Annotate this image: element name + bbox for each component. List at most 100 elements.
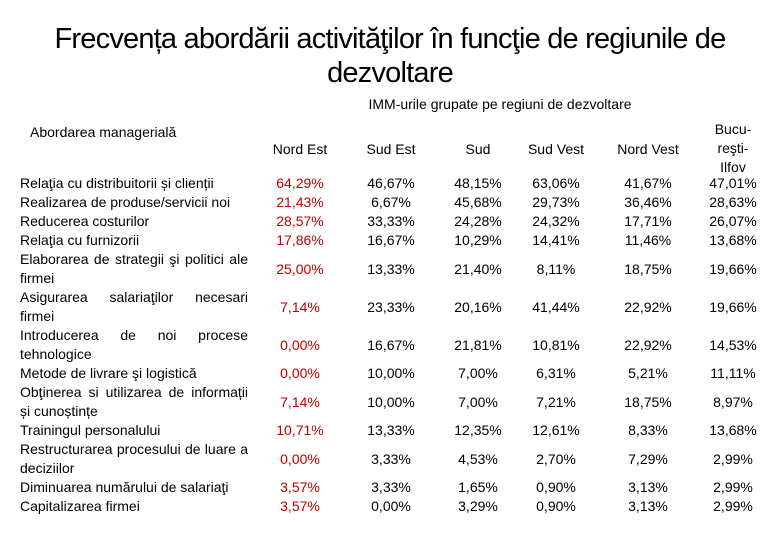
table-cell: 22,92%: [624, 298, 672, 315]
table-cell: 18,75%: [624, 393, 672, 410]
table-cell: 7,29%: [628, 450, 668, 467]
table-cell: 33,33%: [367, 213, 415, 229]
table-cell: 20,16%: [454, 298, 502, 315]
table-cell: 4,53%: [458, 450, 498, 467]
table-cell: 24,32%: [532, 213, 580, 229]
table-cell: 26,07%: [709, 213, 757, 229]
row-label: Introducerea de noi procese tehnologice: [20, 327, 248, 362]
table-cell: 3,13%: [628, 479, 668, 495]
table-cell: 41,67%: [624, 175, 672, 191]
table-cell: 14,53%: [709, 336, 757, 353]
column-header: Sud: [448, 114, 508, 180]
table-cell: 23,33%: [367, 298, 415, 315]
column-header-line: Sud: [465, 141, 491, 157]
table-cell: 6,31%: [536, 365, 576, 381]
table-cell: 0,90%: [536, 498, 576, 514]
table-cell: 13,68%: [709, 232, 757, 248]
data-column: 46,67% 6,67% 33,33% 16,67% 13,33% 23,33% 16,67…: [356, 174, 426, 516]
title-line-2: dezvoltare: [327, 57, 454, 89]
table-cell: 7,21%: [536, 393, 576, 410]
table-cell: 12,35%: [454, 422, 502, 438]
row-label: Realizarea de produse/servicii noi: [20, 194, 231, 210]
table-cell: 25,00%: [276, 260, 324, 277]
table-cell: 14,41%: [532, 232, 580, 248]
table-cell: 3,57%: [280, 498, 320, 514]
table-cell: 2,99%: [713, 479, 753, 495]
table-cell: 29,73%: [532, 194, 580, 210]
table-cell: 10,29%: [454, 232, 502, 248]
table-cell: 13,68%: [709, 422, 757, 438]
table-cell: 41,44%: [532, 298, 580, 315]
column-header: Sud Est: [356, 114, 426, 180]
table-cell: 2,70%: [536, 450, 576, 467]
row-label: Relaţia cu distribuitorii și clienții: [20, 175, 214, 191]
table-cell: 36,46%: [624, 194, 672, 210]
table-cell: 21,43%: [276, 194, 324, 210]
table-cell: 46,67%: [367, 175, 415, 191]
column-header-line: Sud Est: [366, 141, 416, 157]
column-header: Nord Vest: [608, 114, 688, 180]
table-cell: 3,57%: [280, 479, 320, 495]
column-header-line: Nord Vest: [617, 141, 679, 157]
table-cell: 0,00%: [280, 450, 320, 467]
data-column: 48,15% 45,68% 24,28% 10,29% 21,40% 20,16% 21,8…: [448, 174, 508, 516]
table-cell: 21,81%: [454, 336, 502, 353]
row-label: Relaţia cu furnizorii: [20, 232, 140, 248]
column-header-line: reşti-: [717, 139, 749, 156]
table-cell: 24,28%: [454, 213, 502, 229]
table-cell: 10,00%: [367, 365, 415, 381]
table-cell: 22,92%: [624, 336, 672, 353]
table-cell: 12,61%: [532, 422, 580, 438]
table-cell: 3,33%: [371, 450, 411, 467]
row-label: Metode de livrare şi logistică: [20, 365, 197, 381]
column-header-line: Nord Est: [272, 141, 328, 157]
table-cell: 11,11%: [710, 365, 756, 381]
table-cell: 2,99%: [713, 450, 753, 467]
table-cell: 10,00%: [367, 393, 415, 410]
table-cell: 17,71%: [624, 213, 672, 229]
table-cell: 28,63%: [709, 194, 757, 210]
data-column: 64,29% 21,43% 28,57% 17,86% 25,00% 7,14% 0,00%…: [260, 174, 340, 516]
table-cell: 18,75%: [624, 260, 672, 277]
table-cell: 28,57%: [276, 213, 324, 229]
data-column: 47,01% 28,63% 26,07% 13,68% 19,66% 19,66% 14,5…: [703, 174, 763, 516]
data-column: 63,06% 29,73% 24,32% 14,41% 8,11% 41,44% 10,81…: [521, 174, 591, 516]
table-cell: 13,33%: [367, 260, 415, 277]
group-header: IMM-urile grupate pe regiuni de dezvolta…: [368, 96, 632, 112]
table-cell: 13,33%: [367, 422, 415, 438]
data-column: 41,67% 36,46% 17,71% 11,46% 18,75% 22,92% 22,9…: [608, 174, 688, 516]
table-cell: 10,71%: [276, 422, 324, 438]
table-cell: 48,15%: [454, 175, 502, 191]
table-cell: 0,00%: [371, 498, 411, 514]
table-cell: 3,29%: [458, 498, 498, 514]
row-label: Capitalizarea firmei: [20, 498, 140, 514]
table-cell: 0,00%: [280, 336, 320, 353]
table-cell: 47,01%: [709, 175, 757, 191]
table-cell: 5,21%: [628, 365, 668, 381]
table-cell: 2,99%: [713, 498, 753, 514]
row-label: Diminuarea numărului de salariaţi: [20, 479, 229, 495]
table-cell: 8,11%: [536, 260, 576, 277]
row-label: Asigurarea salariaţilor necesari firmei: [20, 289, 248, 324]
row-label: Trainingul personalului: [20, 422, 161, 438]
row-label: Restructurarea procesului de luare a dec…: [20, 441, 248, 476]
column-header-line: Sud Vest: [527, 141, 585, 157]
table-cell: 19,66%: [709, 298, 757, 315]
column-header: Bucu-reşti- Ilfov: [703, 112, 763, 184]
table-cell: 6,67%: [371, 194, 411, 210]
table-cell: 0,00%: [280, 365, 320, 381]
column-header-line: Ilfov: [720, 158, 746, 175]
table-cell: 63,06%: [532, 175, 580, 191]
table-cell: 8,33%: [628, 422, 668, 438]
table-cell: 7,14%: [280, 393, 320, 410]
column-header-line: Bucu-: [714, 120, 752, 137]
row-header: Abordarea managerială: [30, 124, 177, 140]
table-cell: 0,90%: [536, 479, 576, 495]
table-cell: 19,66%: [709, 260, 757, 277]
title-line-1: Frecvența abordării activităţilor în fun…: [54, 23, 727, 55]
table-cell: 64,29%: [276, 175, 324, 191]
table-cell: 21,40%: [454, 260, 502, 277]
row-labels: Relaţia cu distribuitorii și clienții Rea…: [20, 174, 248, 516]
table-cell: 17,86%: [276, 232, 324, 248]
row-label: Elaborarea de strategii şi politici ale …: [20, 251, 248, 286]
